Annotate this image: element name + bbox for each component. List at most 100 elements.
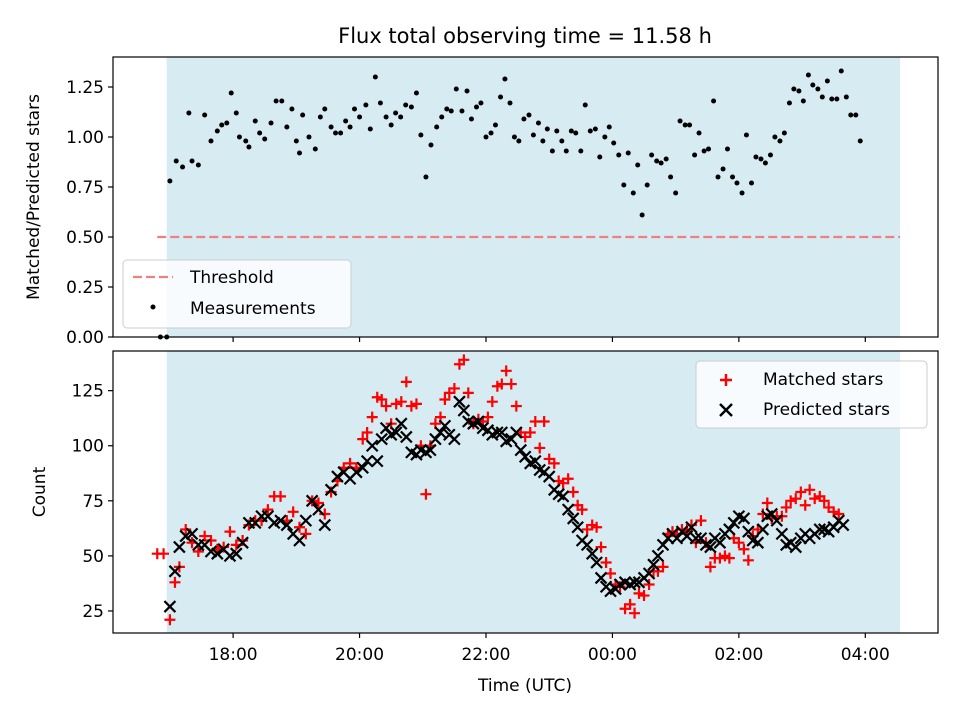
measurement-point	[526, 112, 532, 118]
measurement-point	[293, 138, 299, 144]
bottom-x-tick-label: 02:00	[714, 645, 763, 665]
legend-predicted-label: Predicted stars	[763, 400, 890, 420]
measurement-point	[408, 104, 414, 110]
predicted-star-point	[685, 520, 698, 534]
matched-star-point	[319, 508, 331, 520]
predicted-star-point	[651, 549, 665, 563]
measurement-point	[857, 138, 863, 144]
matched-star-point	[366, 411, 378, 423]
matched-stars-points	[151, 354, 845, 626]
measurement-point	[544, 126, 550, 132]
measurement-point	[393, 110, 399, 116]
measurement-point	[398, 114, 404, 120]
matched-star-point	[538, 416, 550, 427]
predicted-star-point	[236, 536, 249, 549]
measurement-point	[351, 106, 357, 112]
predicted-star-point	[680, 529, 694, 543]
bottom-y-tick-label: 75	[82, 492, 104, 512]
matched-star-point	[595, 541, 607, 553]
matched-star-point	[287, 506, 299, 518]
legend-predicted-swatch	[719, 403, 733, 417]
top-panel: Flux total observing time = 11.58 h 0.00…	[24, 24, 939, 348]
measurement-point	[578, 148, 584, 154]
predicted-star-point	[585, 547, 599, 560]
matched-star-point	[420, 488, 432, 500]
matched-star-point	[199, 530, 211, 542]
measurement-point	[715, 174, 721, 180]
top-x-ticks	[232, 337, 866, 342]
measurement-point	[173, 158, 179, 164]
measurement-point	[357, 114, 363, 120]
measurement-point	[602, 134, 608, 140]
measurement-point	[448, 108, 454, 114]
measurement-point	[228, 90, 234, 96]
predicted-star-point	[229, 547, 243, 560]
matched-star-point	[624, 598, 636, 610]
measurement-point	[739, 190, 745, 196]
predicted-star-point	[434, 426, 447, 439]
predicted-star-point	[689, 531, 703, 545]
measurement-point	[834, 96, 840, 102]
matched-star-point	[439, 393, 451, 405]
measurement-point	[233, 110, 239, 116]
matched-star-point	[376, 393, 388, 405]
measurement-point	[289, 106, 295, 112]
measurement-point	[711, 98, 717, 104]
measurement-point	[439, 114, 445, 120]
predicted-star-point	[453, 395, 466, 408]
matched-star-point	[638, 590, 650, 602]
bottom-legend: Matched stars Predicted stars	[695, 360, 928, 429]
bottom-panel: 25 50 75 100 125 18:00 20:00 22:00 00:00 02:00 04…	[30, 350, 939, 696]
predicted-star-point	[561, 503, 575, 516]
measurement-point	[658, 160, 664, 166]
bottom-y-tick-label: 50	[82, 547, 104, 567]
measurement-point	[554, 128, 560, 134]
matched-star-point	[785, 495, 797, 507]
bottom-legend-box	[695, 360, 928, 429]
measurement-point	[347, 124, 353, 130]
measurement-point	[563, 148, 569, 154]
matched-star-point	[486, 396, 498, 408]
measurement-point	[819, 94, 825, 100]
matched-star-point	[205, 534, 217, 546]
matched-star-point	[262, 504, 274, 516]
measurement-point	[312, 146, 318, 152]
measurement-point	[549, 148, 555, 154]
measurement-point	[474, 104, 480, 110]
measurement-point	[535, 120, 541, 126]
measurement-point	[682, 122, 688, 128]
predicted-star-point	[457, 404, 471, 417]
matched-star-point	[164, 614, 176, 626]
predicted-star-point	[331, 470, 344, 483]
predicted-star-point	[737, 512, 751, 525]
measurement-point	[743, 132, 749, 138]
measurement-point	[848, 112, 854, 118]
predicted-star-point	[280, 518, 294, 532]
bottom-axes-frame	[112, 350, 939, 634]
predicted-star-point	[299, 514, 313, 527]
legend-measurements-label: Measurements	[190, 299, 316, 319]
bottom-x-tick-label: 04:00	[841, 645, 890, 665]
matched-star-point	[795, 486, 807, 498]
predicted-star-point	[813, 523, 827, 536]
measurement-point	[767, 152, 773, 158]
predicted-star-point	[350, 465, 363, 479]
predicted-star-point	[370, 454, 384, 468]
measurement-point	[511, 134, 517, 140]
measurement-point	[720, 166, 726, 172]
matched-star-point	[534, 442, 546, 454]
measurement-point	[202, 112, 208, 118]
matched-star-point	[567, 486, 579, 498]
predicted-star-point	[394, 417, 408, 430]
measurement-point	[167, 178, 173, 184]
matched-star-point	[169, 576, 181, 588]
bottom-x-tick-label: 20:00	[335, 645, 384, 665]
measurement-point	[428, 142, 434, 148]
measurement-point	[502, 76, 508, 82]
measurement-point	[252, 118, 258, 124]
measurement-point	[772, 134, 778, 140]
measurement-point	[625, 150, 631, 156]
predicted-star-point	[389, 426, 403, 439]
predicted-star-point	[580, 538, 594, 552]
predicted-star-point	[211, 547, 224, 560]
